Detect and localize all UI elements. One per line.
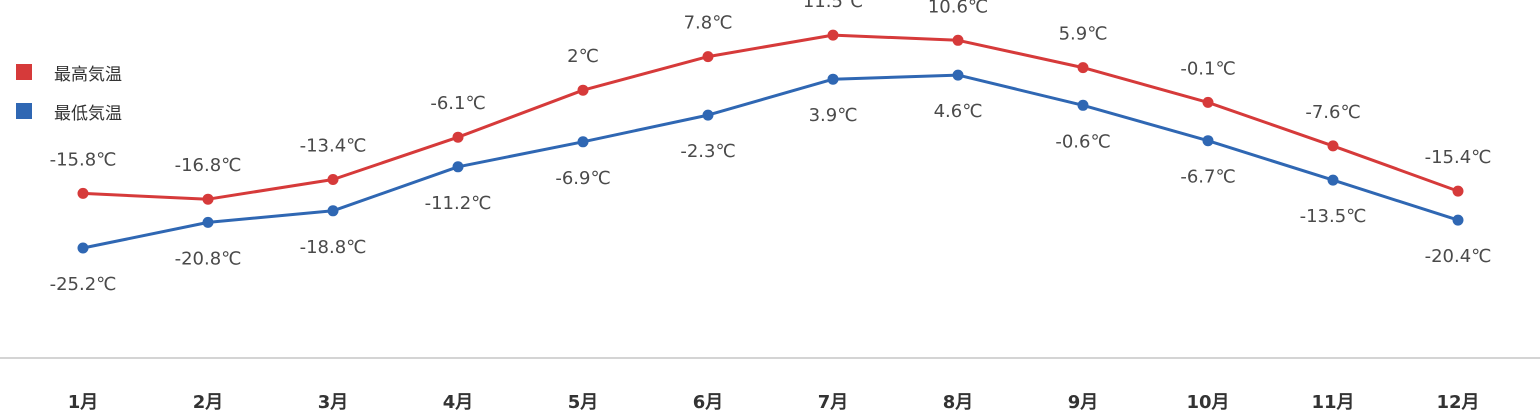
data-point-low[interactable] bbox=[1327, 174, 1339, 186]
data-point-high[interactable] bbox=[327, 174, 339, 185]
series-line-low bbox=[82, 73, 1459, 250]
legend-item-high[interactable]: 最高気温 bbox=[16, 62, 122, 85]
x-tick-label: 4月 bbox=[443, 392, 474, 413]
data-point-low[interactable] bbox=[202, 216, 214, 228]
data-label-high: 2℃ bbox=[567, 46, 599, 67]
data-point-low[interactable] bbox=[702, 109, 714, 121]
data-label-low: -6.7℃ bbox=[1180, 167, 1235, 188]
x-tick-label: 11月 bbox=[1311, 392, 1354, 413]
data-label-low: -25.2℃ bbox=[50, 274, 117, 295]
x-tick-label: 7月 bbox=[818, 392, 849, 413]
x-tick-label: 5月 bbox=[568, 392, 599, 413]
data-point-high[interactable] bbox=[1452, 185, 1464, 197]
data-label-high: -13.4℃ bbox=[300, 136, 367, 157]
data-label-low: 3.9℃ bbox=[809, 105, 858, 126]
data-point-high[interactable] bbox=[1327, 140, 1339, 152]
x-tick-label: 10月 bbox=[1186, 392, 1229, 413]
legend-swatch-low bbox=[16, 103, 32, 119]
data-point-low[interactable] bbox=[952, 69, 964, 81]
data-point-high[interactable] bbox=[702, 51, 714, 63]
x-tick-label: 12月 bbox=[1436, 392, 1479, 413]
legend-label-low: 最低気温 bbox=[54, 103, 122, 124]
data-label-high: 5.9℃ bbox=[1059, 24, 1108, 45]
series-low: -25.2℃ -20.8℃ -18.8℃ -11.2℃ -6.9℃ -2.3℃ 3.9℃ 4.… bbox=[50, 69, 1492, 295]
data-point-high[interactable] bbox=[77, 187, 89, 199]
x-tick-label: 9月 bbox=[1068, 392, 1099, 413]
data-label-low: -2.3℃ bbox=[680, 141, 735, 162]
data-point-high[interactable] bbox=[577, 84, 589, 96]
data-label-low: -13.5℃ bbox=[1300, 206, 1367, 227]
data-label-high: -6.1℃ bbox=[430, 93, 485, 114]
data-point-low[interactable] bbox=[577, 136, 589, 148]
data-label-low: -0.6℃ bbox=[1055, 131, 1110, 152]
legend-item-low[interactable]: 最低気温 bbox=[16, 101, 122, 124]
data-point-low[interactable] bbox=[77, 242, 89, 254]
data-label-high: -15.4℃ bbox=[1425, 147, 1492, 168]
data-point-low[interactable] bbox=[1202, 135, 1214, 147]
data-point-high[interactable] bbox=[1202, 96, 1214, 108]
data-point-high[interactable] bbox=[452, 131, 464, 143]
data-point-low[interactable] bbox=[1452, 214, 1464, 226]
legend-label-high: 最高気温 bbox=[54, 64, 122, 85]
data-label-low: -11.2℃ bbox=[425, 193, 492, 214]
data-label-high: -0.1℃ bbox=[1180, 58, 1235, 79]
legend: 最高気温 最低気温 bbox=[16, 62, 122, 140]
series-layer: -15.8℃ -16.8℃ -13.4℃ -6.1℃ 2℃ 7.8℃ 11.5℃ 10.6℃ 5… bbox=[50, 0, 1492, 295]
series-high: -15.8℃ -16.8℃ -13.4℃ -6.1℃ 2℃ 7.8℃ 11.5℃ 10.6℃ 5… bbox=[50, 0, 1492, 205]
x-tick-label: 2月 bbox=[193, 392, 224, 413]
data-label-high: -7.6℃ bbox=[1305, 102, 1360, 123]
x-tick-label: 8月 bbox=[943, 392, 974, 413]
data-point-low[interactable] bbox=[452, 161, 464, 173]
data-label-low: -6.9℃ bbox=[555, 168, 610, 189]
data-point-low[interactable] bbox=[827, 73, 839, 85]
legend-swatch-high bbox=[16, 64, 32, 80]
data-point-low[interactable] bbox=[327, 205, 339, 217]
data-point-low[interactable] bbox=[1077, 99, 1089, 111]
data-label-high: 10.6℃ bbox=[928, 0, 988, 17]
data-label-low: -20.8℃ bbox=[175, 248, 242, 269]
data-label-low: -18.8℃ bbox=[300, 237, 367, 258]
data-point-high[interactable] bbox=[202, 193, 214, 205]
data-point-high[interactable] bbox=[1077, 62, 1089, 74]
x-tick-label: 1月 bbox=[68, 392, 99, 413]
data-point-high[interactable] bbox=[952, 34, 964, 46]
data-label-low: 4.6℃ bbox=[934, 101, 983, 122]
series-line-high bbox=[82, 33, 1459, 201]
data-label-high: -16.8℃ bbox=[175, 155, 242, 176]
data-label-low: -20.4℃ bbox=[1425, 246, 1492, 267]
data-point-high[interactable] bbox=[827, 29, 839, 41]
data-label-high: -15.8℃ bbox=[50, 149, 117, 170]
data-label-high: 11.5℃ bbox=[803, 0, 863, 12]
x-tick-label: 6月 bbox=[693, 392, 724, 413]
x-tick-label: 3月 bbox=[318, 392, 349, 413]
x-tick-labels: 1月 2月 3月 4月 5月 6月 7月 8月 9月 10月 11月 12月 bbox=[68, 392, 1480, 413]
data-label-high: 7.8℃ bbox=[684, 13, 733, 34]
